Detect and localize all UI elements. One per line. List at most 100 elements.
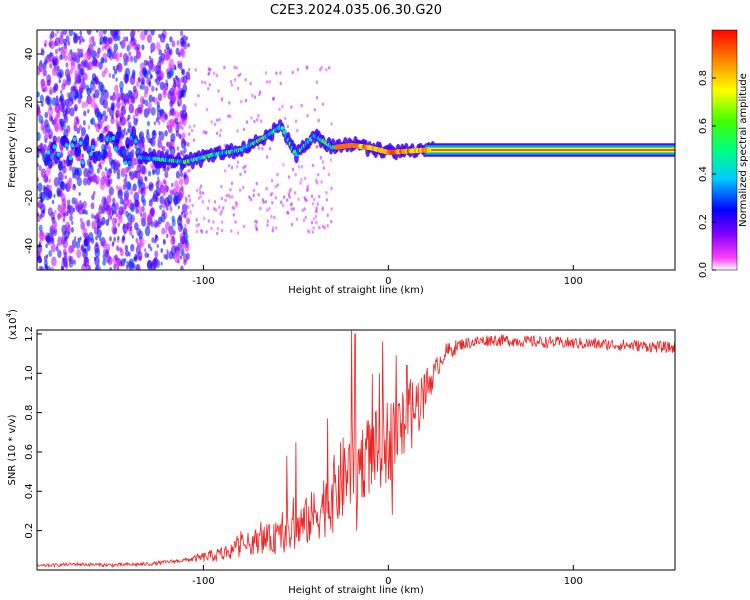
heatmap-cell: [108, 47, 112, 54]
heatmap-cell: [260, 119, 263, 124]
heatmap-cell: [135, 49, 141, 59]
heatmap-cell: [64, 142, 69, 148]
heatmap-cell: [259, 206, 262, 211]
heatmap-cell: [46, 166, 51, 176]
heatmap-cell: [74, 106, 78, 112]
heatmap-cell: [39, 142, 44, 149]
heatmap-cell: [330, 219, 333, 224]
heatmap-cell: [253, 95, 257, 99]
heatmap-cell: [51, 199, 55, 205]
heatmap-cell: [112, 65, 116, 71]
heatmap-cell: [95, 235, 98, 241]
heatmap-cell: [51, 216, 56, 225]
heatmap-cell: [119, 41, 122, 46]
heatmap-cell: [230, 83, 234, 87]
heatmap-cell: [227, 114, 230, 118]
heatmap-cell: [54, 33, 58, 38]
heatmap-cell: [93, 191, 96, 196]
heatmap-cell: [146, 120, 151, 127]
heatmap-cell: [255, 220, 258, 224]
heatmap-cell: [230, 181, 234, 186]
heatmap-cell: [136, 170, 142, 181]
heatmap-cell: [220, 220, 224, 224]
heatmap-cell: [164, 114, 168, 119]
heatmap-cell: [67, 245, 73, 254]
heatmap-cell: [281, 203, 285, 208]
heatmap-cell: [62, 238, 68, 249]
heatmap-cell: [135, 149, 140, 154]
heatmap-cell: [168, 48, 173, 56]
heatmap-cell: [330, 122, 333, 126]
heatmap-cell: [55, 95, 59, 101]
heatmap-cell: [92, 56, 98, 67]
heatmap-cell: [215, 131, 219, 136]
heatmap-cell: [305, 65, 308, 69]
heatmap-cell: [60, 90, 63, 94]
heatmap-cell: [155, 87, 158, 92]
heatmap-cell: [173, 79, 176, 84]
heatmap-cell: [114, 254, 119, 262]
heatmap-cell: [99, 203, 103, 210]
heatmap-cell: [46, 96, 50, 102]
heatmap-cell: [175, 170, 181, 179]
heatmap-cell: [177, 121, 182, 130]
heatmap-cell: [123, 98, 126, 103]
heatmap-cell: [243, 170, 247, 174]
heatmap-cell: [161, 37, 164, 42]
heatmap-cell: [125, 173, 128, 179]
heatmap-cell: [43, 173, 49, 184]
heatmap-cell: [151, 259, 158, 269]
heatmap-cell: [50, 243, 56, 253]
heatmap-cell: [150, 207, 155, 217]
heatmap-cell: [330, 207, 333, 211]
heatmap-cell: [147, 261, 150, 266]
heatmap-cell: [187, 205, 190, 210]
heatmap-cell: [299, 181, 302, 185]
y-tick-label: 20: [24, 96, 35, 109]
heatmap-cell: [170, 236, 176, 246]
heatmap-cell: [195, 229, 199, 234]
heatmap-cell: [102, 113, 105, 118]
heatmap-cell: [56, 71, 60, 77]
heatmap-cell: [166, 248, 169, 254]
heatmap-cell: [123, 160, 128, 166]
heatmap-cell: [179, 150, 182, 155]
heatmap-cell: [291, 167, 295, 172]
heatmap-cell: [136, 242, 140, 247]
heatmap-cell: [76, 249, 82, 259]
heatmap-cell: [118, 205, 124, 216]
heatmap-cell: [207, 71, 211, 76]
heatmap-cell: [325, 198, 329, 202]
heatmap-cell: [187, 77, 191, 81]
heatmap-cell: [70, 150, 73, 155]
heatmap-cell: [44, 86, 48, 92]
heatmap-cell: [249, 197, 253, 202]
heatmap-cell: [95, 30, 99, 33]
heatmap-cell: [44, 133, 49, 142]
heatmap-cell: [261, 146, 264, 151]
y-tick-label: 0.8: [24, 405, 35, 421]
heatmap-cell: [275, 226, 278, 230]
heatmap-cell: [108, 186, 114, 196]
heatmap-cell: [274, 195, 278, 200]
heatmap-cell: [133, 199, 139, 208]
heatmap-cell: [178, 215, 182, 220]
heatmap-cell: [182, 117, 187, 127]
colorbar: 0.0 0.2 0.4 0.6 0.8 Normalized spectral ampl…: [698, 29, 749, 278]
heatmap-cell: [73, 52, 79, 62]
heatmap-cell: [94, 256, 100, 267]
heatmap-cell: [228, 114, 232, 119]
heatmap-cell: [171, 108, 176, 117]
heatmap-cell: [148, 82, 152, 88]
heatmap-cell: [37, 182, 43, 192]
heatmap-cell: [80, 67, 85, 76]
heatmap-cell: [307, 230, 311, 234]
heatmap-cell: [58, 78, 61, 84]
colorbar-tick-label: 0.8: [698, 70, 709, 86]
heatmap-cell: [215, 231, 219, 236]
heatmap-cell: [110, 216, 113, 221]
heatmap-cell: [170, 94, 177, 105]
heatmap-cell: [38, 224, 43, 232]
heatmap-cell: [82, 120, 86, 126]
heatmap-cell: [242, 224, 246, 229]
